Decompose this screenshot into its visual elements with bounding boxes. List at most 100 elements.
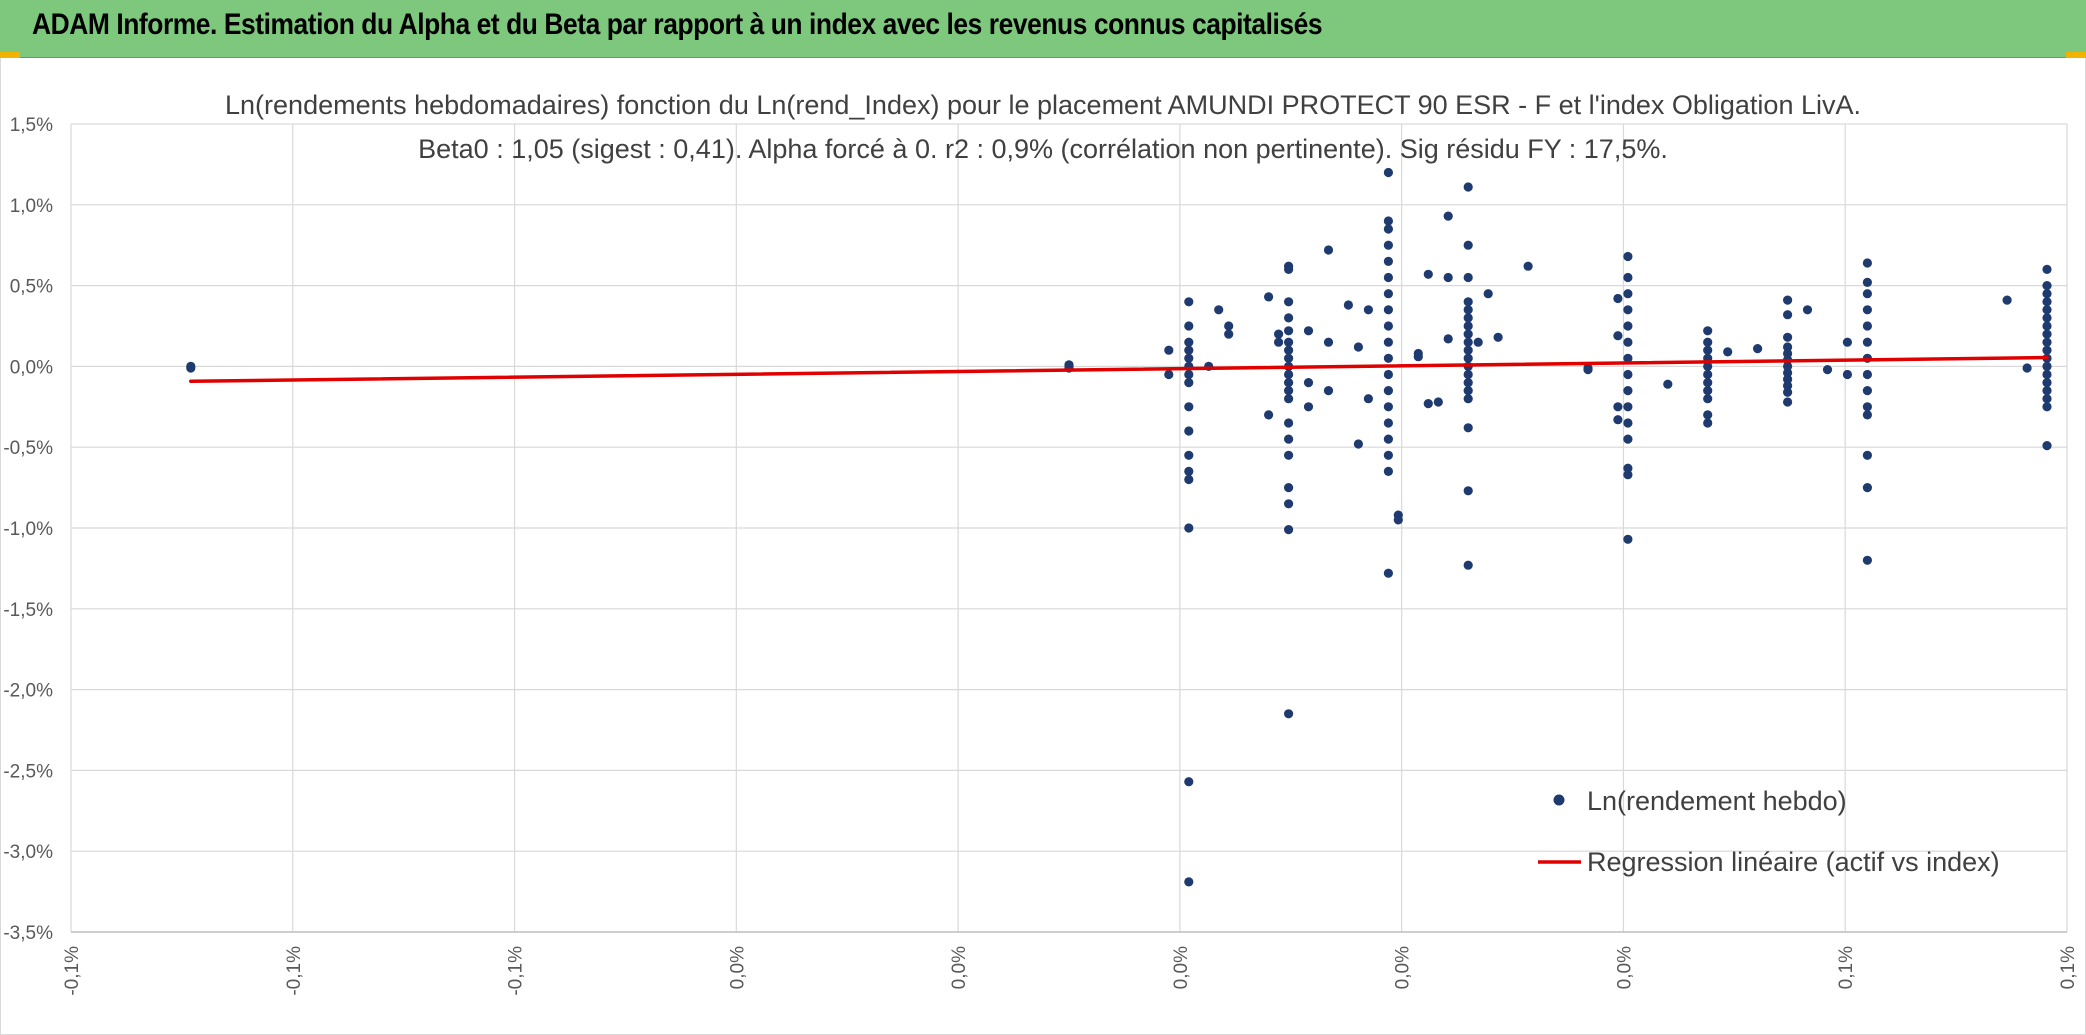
scatter-point (1862, 305, 1872, 315)
y-tick-label: 0,0% (10, 357, 53, 378)
scatter-point (1363, 394, 1373, 404)
scatter-point (1284, 353, 1294, 363)
scatter-point (1463, 313, 1473, 323)
x-tick-label: 0,1% (1836, 946, 1857, 989)
legend-marker-dot (1553, 794, 1565, 806)
scatter-point (1433, 397, 1443, 407)
scatter-point (1783, 332, 1793, 342)
x-tick-label: 0,0% (1614, 946, 1635, 989)
chart-legend: Ln(rendement hebdo) Regression linéaire … (1538, 786, 2000, 877)
scatter-point (186, 363, 196, 373)
scatter-point (1264, 410, 1274, 420)
scatter-point (1184, 345, 1194, 355)
scatter-point (1623, 272, 1633, 283)
scatter-point (1284, 261, 1294, 271)
scatter-point (1703, 345, 1713, 355)
points-layer (186, 167, 2052, 887)
scatter-point (1353, 342, 1363, 352)
scatter-point (2042, 386, 2052, 396)
chart-title-line-2: Beta0 : 1,05 (sigest : 0,41). Alpha forc… (418, 134, 1668, 164)
scatter-point (1413, 352, 1423, 362)
scatter-point (1862, 337, 1872, 347)
scatter-point (1783, 387, 1793, 397)
scatter-point (1703, 418, 1713, 428)
scatter-point (1623, 386, 1633, 396)
scatter-point (1723, 347, 1733, 357)
scatter-point (1383, 386, 1393, 396)
scatter-point (2042, 281, 2052, 291)
scatter-point (1383, 337, 1393, 347)
scatter-point (1862, 402, 1872, 412)
scatter-point (1623, 463, 1633, 473)
scatter-point (2042, 329, 2052, 339)
scatter-point (2042, 305, 2052, 315)
scatter-point (1783, 397, 1793, 407)
scatter-point (1613, 293, 1623, 304)
scatter-point (1463, 240, 1473, 250)
scatter-point (1184, 474, 1194, 485)
scatter-point (1703, 337, 1713, 347)
scatter-point (1862, 450, 1872, 460)
scatter-point (1862, 410, 1872, 420)
scatter-point (1184, 402, 1194, 412)
scatter-point (1383, 167, 1393, 178)
scatter-point (1862, 258, 1872, 268)
scatter-point (2022, 363, 2032, 373)
x-axis-ticks: -0,1% -0,1% -0,1% 0,0% 0,0% 0,0% 0,0% 0,0% 0,1% 0… (62, 946, 2079, 996)
scatter-point (1463, 353, 1473, 363)
scatter-point (1284, 483, 1294, 493)
scatter-point (1443, 272, 1453, 283)
scatter-point (1862, 321, 1872, 331)
scatter-point (1783, 295, 1793, 305)
x-tick-label: -0,1% (62, 946, 83, 996)
scatter-point (1703, 361, 1713, 371)
x-tick-label: -0,1% (284, 946, 305, 996)
scatter-point (1274, 329, 1284, 339)
scatter-point (1613, 331, 1623, 341)
corner-accent-right (2066, 52, 2086, 58)
scatter-point (1383, 450, 1393, 460)
scatter-point (1822, 365, 1833, 375)
scatter-point (1184, 777, 1194, 787)
scatter-point (1862, 277, 1872, 287)
chart-title-line-1: Ln(rendements hebdomadaires) fonction du… (225, 90, 1861, 120)
scatter-point (1862, 483, 1872, 493)
scatter-point (1184, 321, 1194, 331)
scatter-point (1613, 402, 1623, 412)
scatter-point (2042, 361, 2052, 371)
y-tick-label: -2,0% (3, 681, 53, 702)
y-tick-label: 1,5% (10, 115, 53, 136)
header-bar: ADAM Informe. Estimation du Alpha et du … (0, 0, 2086, 58)
scatter-point (1623, 337, 1633, 347)
scatter-point (1284, 386, 1294, 396)
scatter-point (1463, 182, 1473, 192)
scatter-point (1184, 466, 1194, 476)
scatter-point (1463, 272, 1473, 283)
scatter-point (1184, 353, 1194, 363)
scatter-point (1443, 334, 1453, 344)
x-tick-label: 0,0% (949, 946, 970, 989)
scatter-point (1184, 523, 1194, 533)
scatter-point (1184, 426, 1194, 436)
scatter-point (1224, 321, 1234, 331)
x-tick-label: 0,0% (1171, 946, 1192, 989)
scatter-point (1303, 378, 1314, 388)
scatter-point (2042, 297, 2052, 307)
scatter-point (1463, 394, 1473, 404)
scatter-point (1284, 337, 1294, 347)
scatter-point (1383, 289, 1393, 299)
scatter-point (1493, 332, 1503, 342)
y-tick-label: 0,5% (10, 277, 53, 298)
scatter-point (1523, 261, 1533, 271)
scatter-point (1783, 348, 1793, 359)
scatter-point (1383, 434, 1393, 444)
scatter-point (1862, 289, 1872, 299)
scatter-point (1423, 399, 1433, 409)
scatter-point (2042, 394, 2052, 404)
chart-area: 1,5% 1,0% 0,5% 0,0% -0,5% -1,0% -1,5% -2,0% -2,5… (0, 58, 2086, 1035)
scatter-point (2002, 295, 2012, 305)
scatter-point (1463, 386, 1473, 396)
scatter-point (1623, 470, 1633, 480)
legend-label-series: Ln(rendement hebdo) (1587, 786, 1847, 816)
scatter-point (1383, 353, 1393, 363)
